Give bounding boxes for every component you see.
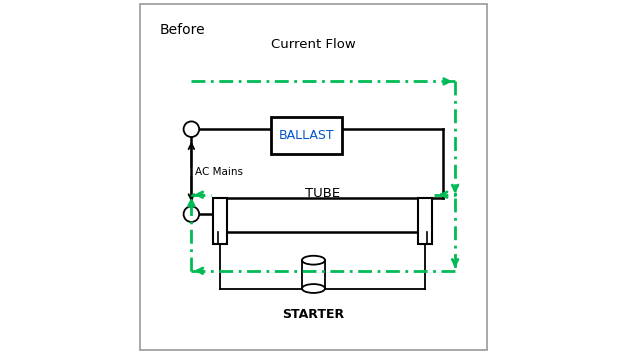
Bar bbox=[213, 198, 227, 244]
Bar bbox=[302, 260, 325, 289]
Ellipse shape bbox=[302, 284, 325, 293]
Text: STARTER: STARTER bbox=[282, 308, 345, 321]
Text: TUBE: TUBE bbox=[305, 187, 340, 200]
Text: AC Mains: AC Mains bbox=[195, 167, 243, 177]
Circle shape bbox=[184, 206, 199, 222]
Bar bbox=[271, 117, 342, 154]
Circle shape bbox=[184, 121, 199, 137]
Bar bbox=[418, 198, 432, 244]
Text: BALLAST: BALLAST bbox=[278, 129, 334, 142]
Text: Current Flow: Current Flow bbox=[271, 38, 356, 51]
Ellipse shape bbox=[302, 256, 325, 265]
Text: Before: Before bbox=[159, 23, 205, 37]
